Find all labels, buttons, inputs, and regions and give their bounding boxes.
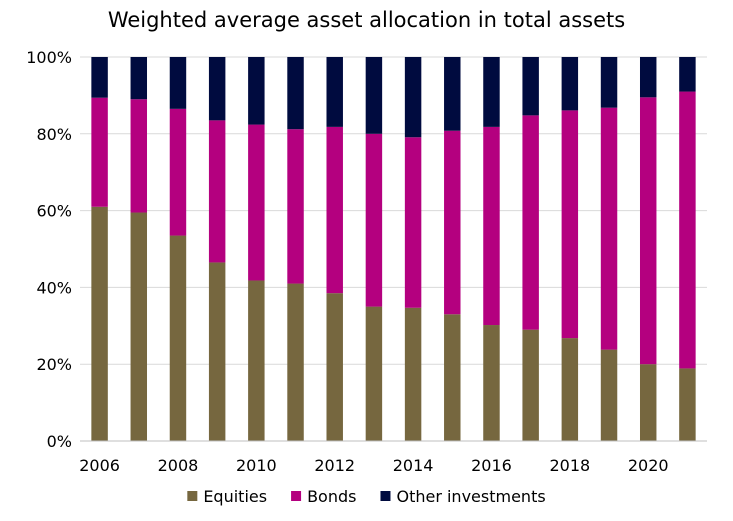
bar-other-investments-2007 — [130, 57, 148, 100]
y-tick-label: 0% — [47, 432, 72, 451]
y-tick-label: 60% — [36, 202, 72, 221]
bar-other-investments-2012 — [326, 57, 343, 127]
bar-other-investments-2015 — [444, 57, 461, 131]
bar-other-investments-2006 — [91, 57, 108, 98]
bar-equities-2020 — [639, 364, 657, 441]
y-tick-label: 100% — [26, 48, 72, 67]
bar-equities-2018 — [561, 338, 579, 441]
bar-bonds-2008 — [169, 108, 187, 236]
x-tick-label: 2018 — [549, 456, 590, 475]
bar-equities-2006 — [91, 206, 108, 441]
legend-label-equities: Equities — [203, 487, 267, 506]
bar-equities-2021 — [679, 368, 696, 441]
legend-swatch-equities — [187, 491, 198, 501]
bar-bonds-2011 — [287, 129, 304, 284]
bar-bonds-2009 — [208, 120, 226, 263]
bar-equities-2009 — [208, 262, 226, 441]
bar-other-investments-2013 — [365, 57, 383, 134]
bar-bonds-2007 — [130, 99, 148, 213]
bar-equities-2013 — [365, 306, 383, 441]
axes: 0% 20% 40% 60% 80% 100% 2006 2008 2010 2012 2014 20… — [26, 48, 707, 475]
bar-equities-2014 — [404, 307, 422, 441]
bar-other-investments-2021 — [679, 57, 696, 92]
bar-other-investments-2019 — [600, 57, 618, 108]
bar-equities-2011 — [287, 283, 304, 441]
bar-equities-2008 — [169, 235, 187, 441]
bar-equities-2007 — [130, 212, 148, 441]
bar-other-investments-2011 — [287, 57, 304, 130]
bar-bonds-2015 — [444, 130, 461, 315]
chart-title: Weighted average asset allocation in tot… — [107, 8, 626, 32]
bar-equities-2010 — [248, 280, 265, 441]
x-tick-label: 2020 — [628, 456, 669, 475]
bar-bonds-2021 — [679, 91, 696, 369]
legend-label-bonds: Bonds — [307, 487, 356, 506]
bar-other-investments-2008 — [169, 57, 187, 109]
y-tick-label: 20% — [36, 355, 72, 374]
bar-bonds-2020 — [639, 97, 657, 365]
x-tick-label: 2016 — [471, 456, 512, 475]
bar-bonds-2010 — [248, 124, 265, 281]
legend-label-other-investments: Other investments — [396, 487, 545, 506]
bar-bonds-2018 — [561, 110, 579, 339]
bar-other-investments-2014 — [404, 57, 422, 138]
bar-bonds-2016 — [483, 126, 500, 326]
bar-bonds-2013 — [365, 133, 383, 307]
x-tick-label: 2006 — [79, 456, 120, 475]
bar-other-investments-2020 — [639, 57, 657, 98]
bar-other-investments-2009 — [208, 57, 226, 121]
bar-other-investments-2016 — [483, 57, 500, 127]
bar-bonds-2017 — [522, 115, 539, 330]
legend-swatch-bonds — [291, 491, 302, 501]
y-tick-label: 40% — [36, 278, 72, 297]
x-tick-label: 2014 — [393, 456, 434, 475]
legend: Equities Bonds Other investments — [187, 487, 546, 506]
bar-other-investments-2010 — [248, 57, 265, 125]
bar-equities-2017 — [522, 329, 539, 441]
x-tick-label: 2008 — [158, 456, 199, 475]
bar-bonds-2014 — [404, 137, 422, 308]
x-tick-label: 2010 — [236, 456, 277, 475]
bar-bonds-2012 — [326, 126, 343, 294]
bar-equities-2016 — [483, 325, 500, 441]
bar-equities-2019 — [600, 349, 618, 441]
bar-bonds-2019 — [600, 107, 618, 350]
bar-other-investments-2017 — [522, 57, 539, 116]
legend-swatch-other-investments — [380, 491, 391, 501]
x-tick-label: 2012 — [314, 456, 355, 475]
bars — [91, 57, 696, 441]
bar-other-investments-2018 — [561, 57, 579, 111]
bar-equities-2012 — [326, 293, 343, 441]
y-tick-label: 80% — [36, 125, 72, 144]
bar-equities-2015 — [444, 314, 461, 441]
bar-bonds-2006 — [91, 97, 108, 207]
